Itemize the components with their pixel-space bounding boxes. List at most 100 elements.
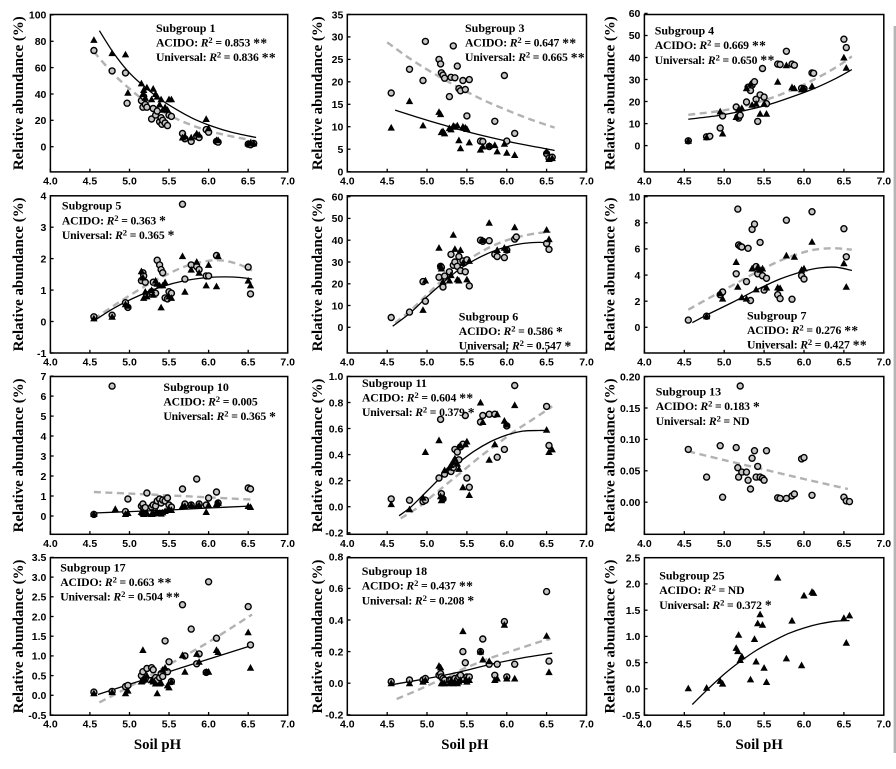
svg-text:4.5: 4.5 [380, 719, 395, 731]
svg-text:0.6: 0.6 [329, 583, 344, 595]
svg-text:Subgroup 5: Subgroup 5 [62, 199, 121, 213]
svg-text:80: 80 [35, 36, 47, 48]
svg-text:7.0: 7.0 [280, 538, 295, 550]
svg-text:1.5: 1.5 [626, 605, 641, 617]
svg-text:-0.2: -0.2 [325, 528, 343, 540]
svg-text:5.0: 5.0 [717, 719, 732, 731]
svg-text:60: 60 [332, 192, 344, 204]
svg-text:60: 60 [629, 8, 641, 20]
svg-text:1.0: 1.0 [626, 631, 641, 643]
svg-text:60: 60 [35, 62, 47, 74]
svg-text:4.0: 4.0 [340, 357, 355, 369]
svg-text:4: 4 [41, 191, 47, 203]
svg-text:-1: -1 [37, 348, 46, 360]
svg-text:4.0: 4.0 [637, 175, 652, 187]
svg-text:6: 6 [635, 244, 641, 256]
svg-text:0.05: 0.05 [620, 466, 641, 478]
svg-text:35: 35 [332, 9, 344, 21]
svg-text:Universal: R2 = 0.365 *: Universal: R2 = 0.365 * [163, 409, 276, 424]
svg-text:0.00: 0.00 [620, 497, 641, 509]
svg-text:3: 3 [41, 451, 47, 463]
svg-text:6.0: 6.0 [201, 357, 216, 369]
svg-text:Subgroup 25: Subgroup 25 [659, 569, 724, 583]
svg-text:4.0: 4.0 [637, 719, 652, 731]
svg-text:2.0: 2.0 [32, 611, 47, 623]
svg-text:4.5: 4.5 [83, 357, 98, 369]
svg-text:0.8: 0.8 [329, 552, 344, 564]
svg-text:6.5: 6.5 [539, 538, 554, 550]
svg-text:Subgroup 1: Subgroup 1 [156, 21, 215, 35]
svg-text:5: 5 [41, 411, 47, 423]
svg-text:0: 0 [635, 322, 641, 334]
svg-text:4.5: 4.5 [83, 538, 98, 550]
svg-text:4.5: 4.5 [83, 719, 98, 731]
svg-text:0: 0 [337, 166, 343, 178]
svg-text:ACIDO: R2 = 0.586 *: ACIDO: R2 = 0.586 * [459, 324, 563, 339]
svg-text:5.5: 5.5 [757, 175, 772, 187]
svg-text:6.5: 6.5 [241, 719, 256, 731]
svg-text:Universal: R2 = 0.379 *: Universal: R2 = 0.379 * [362, 405, 475, 420]
svg-text:4.5: 4.5 [380, 175, 395, 187]
svg-text:Relative abundance (%): Relative abundance (%) [11, 16, 27, 170]
svg-text:7.0: 7.0 [876, 357, 891, 369]
svg-text:4.0: 4.0 [43, 357, 58, 369]
svg-text:0: 0 [337, 322, 343, 334]
svg-text:Soil pH: Soil pH [441, 737, 489, 753]
svg-text:Subgroup 17: Subgroup 17 [60, 560, 125, 574]
svg-text:0.15: 0.15 [620, 403, 641, 415]
svg-text:7.0: 7.0 [280, 719, 295, 731]
svg-text:6.5: 6.5 [241, 538, 256, 550]
svg-text:8: 8 [635, 218, 641, 230]
svg-text:-0.5: -0.5 [28, 710, 46, 722]
svg-text:1: 1 [41, 285, 47, 297]
svg-text:0.0: 0.0 [32, 690, 47, 702]
svg-text:5.5: 5.5 [757, 538, 772, 550]
svg-text:6.0: 6.0 [797, 538, 812, 550]
svg-text:20: 20 [332, 77, 344, 89]
svg-text:Relative abundance (%): Relative abundance (%) [603, 560, 619, 714]
svg-text:7.0: 7.0 [579, 719, 594, 731]
svg-text:40: 40 [629, 52, 641, 64]
svg-text:20: 20 [35, 115, 47, 127]
svg-text:ACIDO: R2 = 0.669 **: ACIDO: R2 = 0.669 ** [655, 38, 767, 53]
svg-text:5.0: 5.0 [420, 538, 435, 550]
svg-text:2: 2 [41, 253, 47, 265]
svg-text:6.0: 6.0 [201, 719, 216, 731]
svg-text:Relative abundance (%): Relative abundance (%) [310, 16, 326, 170]
svg-text:2.5: 2.5 [626, 553, 641, 565]
svg-text:Subgroup 13: Subgroup 13 [656, 385, 721, 399]
svg-text:4.0: 4.0 [340, 719, 355, 731]
svg-text:4.5: 4.5 [380, 538, 395, 550]
svg-text:20: 20 [629, 96, 641, 108]
svg-text:7.0: 7.0 [579, 357, 594, 369]
svg-text:6.5: 6.5 [539, 175, 554, 187]
svg-text:7.0: 7.0 [280, 357, 295, 369]
svg-text:3.5: 3.5 [32, 552, 47, 564]
svg-text:Relative abundance (%): Relative abundance (%) [603, 378, 619, 532]
svg-text:5.5: 5.5 [460, 719, 475, 731]
svg-text:2: 2 [41, 471, 47, 483]
svg-text:5.0: 5.0 [420, 719, 435, 731]
svg-text:ACIDO: R2 = 0.363 *: ACIDO: R2 = 0.363 * [62, 213, 166, 228]
svg-text:6.5: 6.5 [241, 357, 256, 369]
svg-text:40: 40 [332, 235, 344, 247]
svg-text:4.5: 4.5 [677, 175, 692, 187]
svg-text:0.0: 0.0 [626, 684, 641, 696]
svg-text:0.5: 0.5 [32, 670, 47, 682]
svg-text:Relative abundance (%): Relative abundance (%) [603, 197, 619, 351]
svg-text:Relative abundance (%): Relative abundance (%) [11, 560, 27, 714]
svg-text:Universal: R2 = 0.427 **: Universal: R2 = 0.427 ** [747, 337, 867, 352]
svg-text:Subgroup 4: Subgroup 4 [655, 24, 714, 38]
svg-text:30: 30 [332, 32, 344, 44]
svg-text:10: 10 [332, 122, 344, 134]
svg-text:5.0: 5.0 [420, 175, 435, 187]
svg-text:5.5: 5.5 [162, 538, 177, 550]
svg-text:Universal: R2 = 0.365 *: Universal: R2 = 0.365 * [62, 227, 175, 242]
svg-text:25: 25 [332, 54, 344, 66]
svg-text:6.0: 6.0 [499, 538, 514, 550]
svg-text:10: 10 [629, 118, 641, 130]
svg-text:5.5: 5.5 [162, 357, 177, 369]
svg-text:4.0: 4.0 [43, 719, 58, 731]
svg-text:4.0: 4.0 [637, 538, 652, 550]
svg-text:4.0: 4.0 [43, 538, 58, 550]
